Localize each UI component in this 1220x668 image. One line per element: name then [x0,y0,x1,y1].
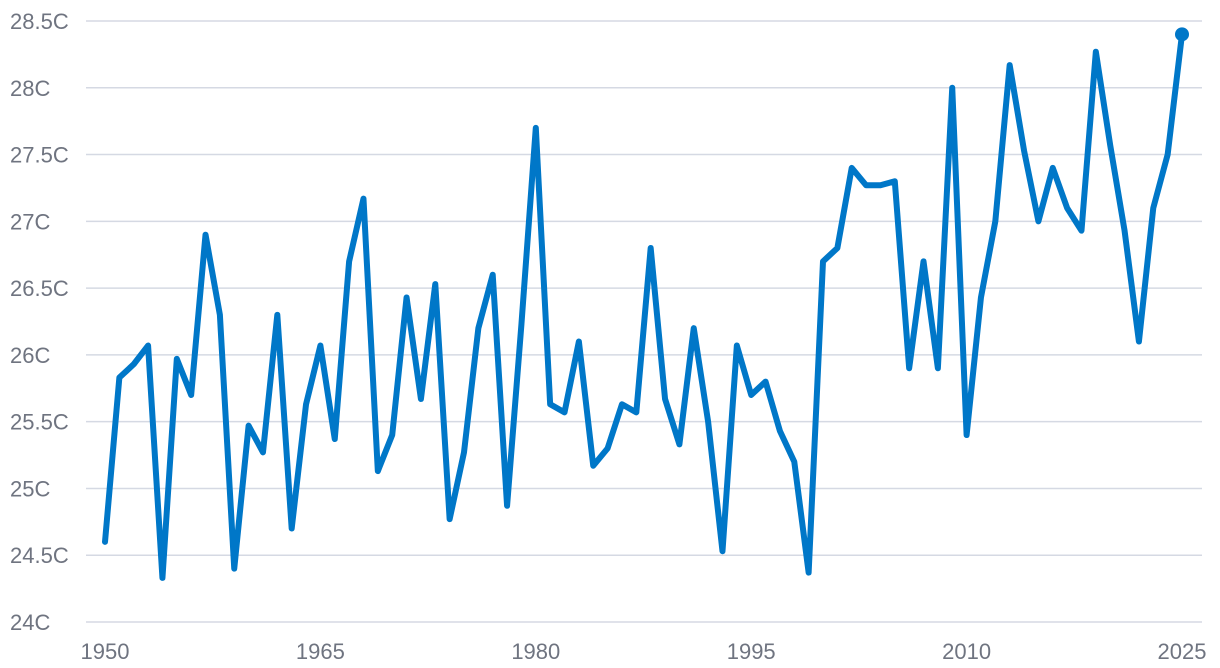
y-tick-label: 27.5C [10,143,69,168]
y-tick-label: 24C [10,610,50,635]
y-tick-label: 25C [10,476,50,501]
series-line [102,31,1185,581]
y-tick-label: 28.5C [10,9,69,34]
x-tick-label: 1980 [511,639,560,664]
y-tick-label: 28C [10,76,50,101]
y-tick-label: 24.5C [10,543,69,568]
x-axis: 1950 1965 1980 1995 2010 2025 [81,639,1207,664]
x-tick-label: 2025 [1158,639,1207,664]
x-tick-label: 2010 [942,639,991,664]
y-axis: 24C 24.5C 25C 25.5C 26C 26.5C 27C 27.5C 28C 28.5C [10,9,69,635]
y-tick-label: 26C [10,343,50,368]
x-tick-label: 1995 [727,639,776,664]
x-tick-label: 1965 [296,639,345,664]
last-point-marker [1175,27,1189,42]
y-tick-label: 27C [10,209,50,234]
series-layer [102,27,1189,581]
y-tick-label: 25.5C [10,410,69,435]
x-tick-label: 1950 [81,639,130,664]
y-tick-label: 26.5C [10,276,69,301]
